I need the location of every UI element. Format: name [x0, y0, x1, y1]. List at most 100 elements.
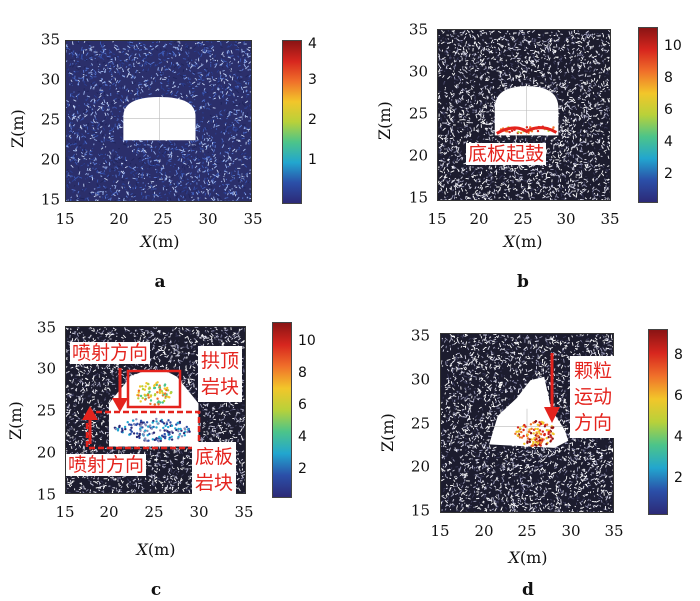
floor-particle: [148, 432, 151, 436]
falling-particle: [545, 437, 548, 440]
floor-particle: [150, 427, 153, 430]
floor-particle: [178, 433, 181, 437]
floor-particle: [177, 430, 180, 433]
floor-particle: [510, 129, 514, 133]
particle-cluster: [68, 41, 251, 201]
colorbar-tick: 4: [298, 429, 307, 445]
colorbar-a: [282, 40, 302, 204]
floor-particle: [162, 422, 166, 425]
x-tick: 25: [517, 522, 537, 540]
panel-letter: d: [522, 580, 534, 600]
arch-particle: [143, 393, 146, 396]
floor-particle: [517, 131, 520, 134]
arch-particle: [153, 403, 156, 406]
floor-particle: [186, 430, 189, 434]
floor-particle: [183, 428, 187, 431]
falling-particle: [528, 428, 531, 431]
floor-particle: [116, 429, 120, 432]
floor-particle: [536, 129, 540, 133]
arch-particle: [137, 394, 140, 397]
floor-particle: [508, 130, 511, 134]
falling-particle: [534, 420, 538, 423]
floor-particle: [552, 126, 555, 129]
y-axis-label: Z(m): [378, 413, 397, 452]
floor-particle: [136, 432, 139, 435]
jet-direction-label-bottom: 喷射方向: [66, 454, 147, 476]
falling-particle: [532, 421, 535, 424]
falling-particle: [535, 432, 539, 435]
overlay-arrows-c: [82, 368, 201, 450]
falling-particle: [550, 436, 553, 439]
floor-particle: [167, 425, 170, 429]
y-tick: 35: [40, 30, 60, 49]
floor-particle: [170, 435, 173, 438]
floor-particle: [147, 439, 150, 442]
x-axis-label: X(m): [508, 548, 548, 567]
floor-particle: [180, 435, 184, 438]
floor-particle: [142, 433, 145, 436]
x-tick: 30: [561, 522, 581, 540]
falling-particle: [532, 440, 535, 444]
falling-particle: [543, 433, 546, 437]
falling-particle: [515, 430, 518, 433]
falling-particle: [542, 421, 545, 424]
colorbar-tick: 6: [298, 397, 307, 413]
x-tick: 35: [600, 210, 620, 228]
floor-particle: [121, 429, 124, 432]
jet-arrowhead-up: [82, 406, 98, 420]
arch-particle: [137, 391, 140, 394]
floor-particle: [164, 435, 167, 438]
arch-particle: [149, 402, 152, 406]
floor-particle: [130, 426, 133, 429]
colorbar-tick: 8: [298, 365, 307, 381]
floor-particle: [155, 420, 158, 423]
y-tick: 15: [410, 501, 430, 520]
falling-particle: [547, 432, 550, 436]
arch-particle: [137, 389, 141, 392]
y-tick: 20: [36, 443, 56, 462]
floor-particle: [182, 432, 186, 435]
falling-particle: [540, 433, 543, 436]
floor-particle: [151, 438, 154, 441]
x-tick: 15: [430, 522, 450, 540]
floor-particle: [163, 432, 166, 436]
x-tick: 35: [234, 503, 254, 521]
floor-particle: [519, 131, 523, 135]
arch-particle: [144, 385, 147, 388]
colorbar-tick: 6: [674, 388, 683, 404]
floor-particle: [167, 419, 170, 422]
y-tick: 30: [408, 62, 428, 81]
falling-particle: [547, 429, 550, 432]
overlay-arrow-d: [544, 353, 560, 423]
x-tick: 15: [55, 210, 75, 228]
colorbar-tick: 4: [664, 134, 673, 150]
falling-particle: [532, 432, 535, 435]
floor-particle: [175, 423, 178, 426]
arch-particle: [157, 403, 160, 406]
x-axis-label: X(m): [136, 540, 176, 559]
falling-particle: [541, 439, 544, 442]
arch-particle: [149, 395, 152, 398]
floor-particle: [159, 419, 162, 423]
arch-particle: [139, 394, 143, 398]
arch-particle: [156, 391, 159, 394]
falling-particle: [520, 436, 524, 439]
floor-block-box: [85, 410, 201, 450]
colorbar-tick: 6: [664, 102, 673, 118]
colorbar-tick: 8: [674, 347, 683, 363]
floor-block-label: 底板岩块: [192, 442, 236, 498]
colorbar-tick: 8: [664, 70, 673, 86]
colorbar-tick: 2: [674, 470, 683, 486]
falling-particle: [514, 432, 517, 435]
y-axis-label: Z(m): [375, 101, 394, 140]
arch-particle: [147, 393, 150, 397]
falling-particle: [526, 433, 529, 436]
falling-particle: [552, 426, 555, 429]
x-tick: 20: [469, 210, 489, 228]
panel-letter: c: [150, 580, 162, 600]
jet-arrowhead-down: [112, 398, 128, 412]
particle-field: [66, 41, 251, 201]
floor-particle: [151, 421, 154, 424]
arch-particle: [147, 382, 150, 386]
arch-particle: [153, 383, 156, 387]
